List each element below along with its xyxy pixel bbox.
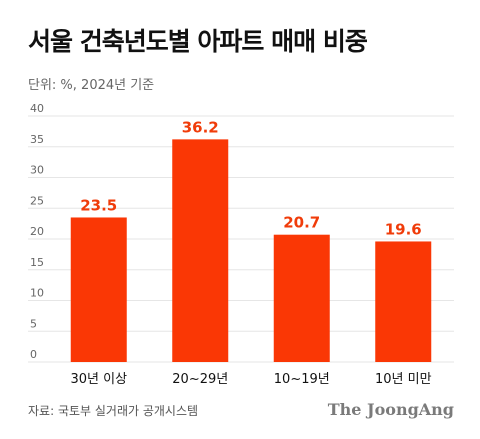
x-tick-label: 30년 이상 <box>70 372 127 387</box>
bar-value-label: 20.7 <box>283 214 320 232</box>
y-tick-label: 40 <box>30 102 44 115</box>
y-tick-label: 10 <box>30 287 44 300</box>
bar <box>375 241 432 362</box>
chart-title: 서울 건축년도별 아파트 매매 비중 <box>28 27 368 56</box>
y-tick-label: 0 <box>30 348 37 361</box>
bar-value-label: 23.5 <box>80 196 117 214</box>
y-tick-label: 35 <box>30 133 44 146</box>
x-tick-label: 10~19년 <box>274 372 330 387</box>
source-note: 자료: 국토부 실거래가 공개시스템 <box>28 404 199 418</box>
y-tick-label: 15 <box>30 256 44 269</box>
chart-subtitle: 단위: %, 2024년 기준 <box>28 78 155 93</box>
y-tick-label: 25 <box>30 194 44 207</box>
bars <box>70 139 432 362</box>
brand-logo: The JoongAng <box>327 400 454 419</box>
x-axis-ticks: 30년 이상 20~29년 10~19년 10년 미만 <box>70 372 431 387</box>
bar <box>273 234 330 362</box>
bar <box>172 139 229 362</box>
bar-value-label: 19.6 <box>385 220 422 238</box>
value-labels: 23.5 36.2 20.7 19.6 <box>80 118 422 238</box>
bar-value-label: 36.2 <box>182 118 219 136</box>
y-tick-label: 30 <box>30 164 44 177</box>
bar <box>70 217 127 362</box>
y-tick-label: 5 <box>30 317 37 330</box>
x-tick-label: 10년 미만 <box>375 372 432 387</box>
y-tick-label: 20 <box>30 225 44 238</box>
x-tick-label: 20~29년 <box>172 372 228 387</box>
y-axis-ticks: 0 5 10 15 20 25 30 35 40 <box>30 102 44 361</box>
